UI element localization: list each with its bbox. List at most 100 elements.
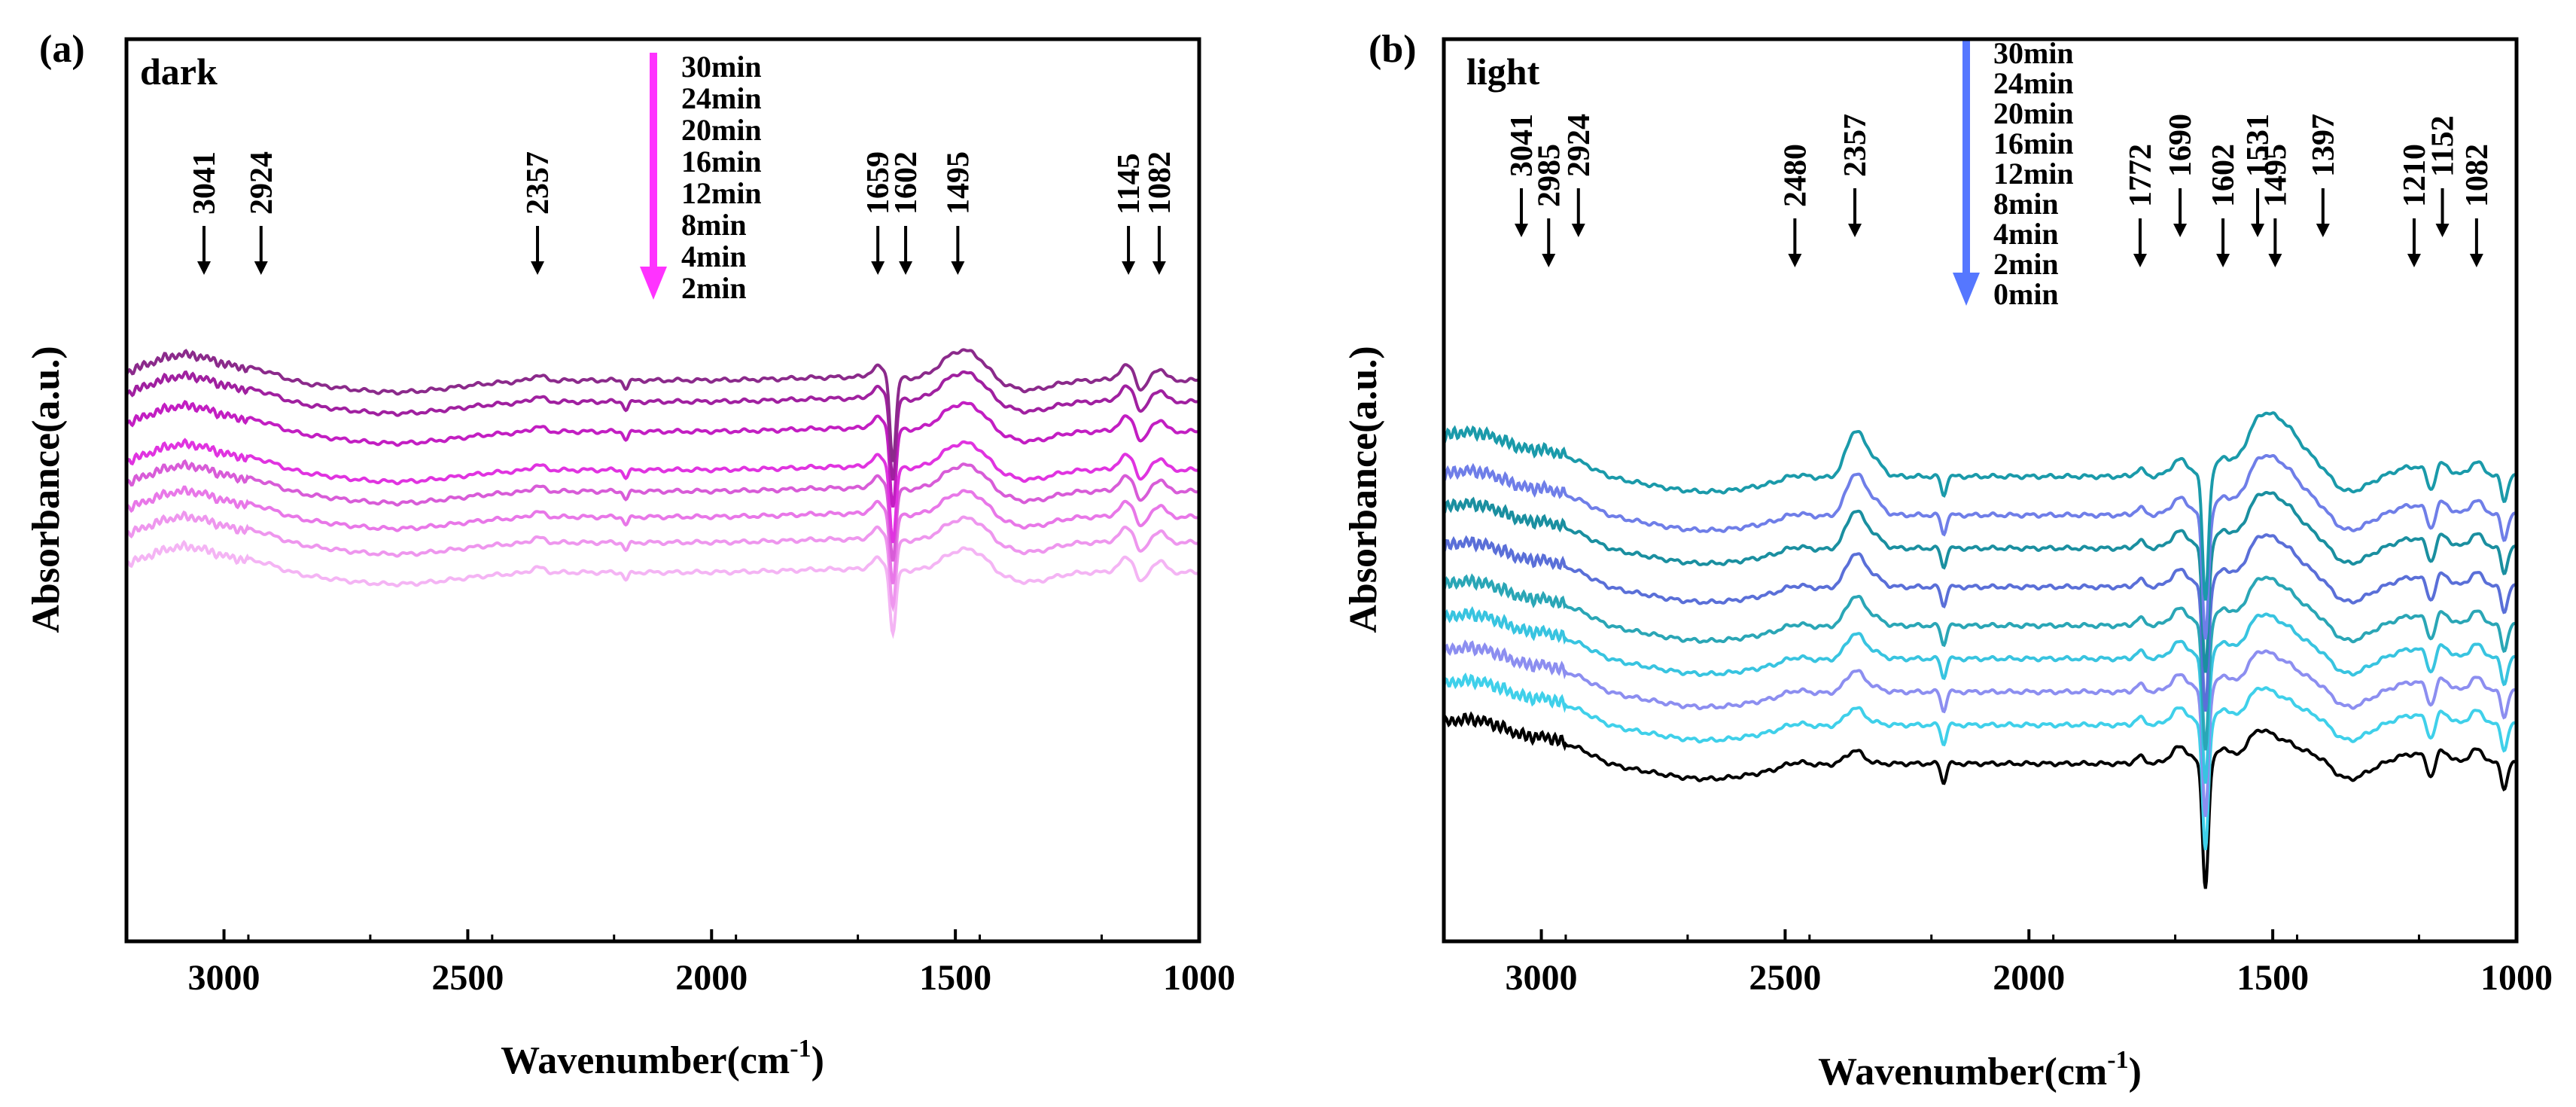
legend-item-4min: 4min <box>681 239 747 273</box>
panel-b-x-axis-title: Wavenumber(cm-1) <box>1818 1046 2142 1093</box>
panel-b-legend: 30min24min20min16min12min8min4min2min0mi… <box>1953 36 2074 311</box>
spectrum-2min <box>126 539 1199 639</box>
x-tick-label-3000: 3000 <box>1506 958 1578 998</box>
legend-item-20min: 20min <box>1993 96 2074 130</box>
legend-item-20min: 20min <box>681 113 762 147</box>
panel-a-label: (a) <box>39 28 85 71</box>
legend-item-30min: 30min <box>681 50 762 84</box>
x-tick-label-1000: 1000 <box>2480 958 2553 998</box>
peak-label-1210: 1210 <box>2398 144 2432 207</box>
panel-b-plot-frame <box>1442 37 2519 944</box>
x-tick-label-2500: 2500 <box>431 958 504 998</box>
spectrum-12min <box>126 459 1199 562</box>
peak-label-1495: 1495 <box>2258 144 2293 207</box>
legend-item-0min: 0min <box>1993 277 2059 311</box>
peak-arrow-head-1602 <box>2216 254 2230 267</box>
peak-label-2985: 2985 <box>1532 144 1567 207</box>
panel-b-xlabel-sup: -1 <box>2107 1046 2128 1074</box>
spectrum-16min <box>1444 533 2517 712</box>
legend-item-16min: 16min <box>1993 127 2074 160</box>
spectrum-2min <box>1444 672 2517 851</box>
spectrum-4min <box>1444 639 2517 817</box>
peak-label-1082: 1082 <box>2460 144 2495 207</box>
spectrum-24min <box>126 370 1199 481</box>
legend-arrow-head <box>1953 273 1980 306</box>
peak-label-2480: 2480 <box>1778 144 1813 207</box>
peak-label-1772: 1772 <box>2124 144 2158 207</box>
legend-item-4min: 4min <box>1993 217 2059 251</box>
x-tick-label-2000: 2000 <box>1993 958 2065 998</box>
peak-arrow-head-3041 <box>196 261 211 275</box>
peak-label-2357: 2357 <box>521 151 556 215</box>
peak-label-2357: 2357 <box>1838 114 1873 177</box>
legend-item-8min: 8min <box>1993 187 2059 221</box>
peak-arrow-head-2357 <box>531 261 545 275</box>
peak-arrow-head-1082 <box>1152 261 1166 275</box>
spectrum-8min <box>126 485 1199 584</box>
legend-item-12min: 12min <box>1993 157 2074 191</box>
x-tick-label-1000: 1000 <box>1163 958 1235 998</box>
peak-label-1145: 1145 <box>1112 153 1146 215</box>
panel-b-series <box>1444 411 2517 889</box>
peak-label-1602: 1602 <box>2206 144 2241 207</box>
spectrum-12min <box>1444 573 2517 751</box>
spectrum-24min <box>1444 453 2517 640</box>
x-tick-label-1500: 1500 <box>2236 958 2309 998</box>
spectrum-0min <box>1444 711 2517 889</box>
panel-b-x-axis: 3000 2500 2000 1500 1000 <box>1442 929 2553 998</box>
panel-a-xlabel-main: Wavenumber(cm <box>501 1039 790 1082</box>
peak-label-1602: 1602 <box>889 151 924 215</box>
peak-arrow-head-1495 <box>951 261 965 275</box>
peak-arrow-head-1152 <box>2435 224 2450 237</box>
peak-label-1152: 1152 <box>2426 115 2461 177</box>
legend-arrow-head <box>640 267 667 300</box>
legend-item-2min: 2min <box>1993 247 2059 281</box>
peak-arrow-head-1772 <box>2133 254 2147 267</box>
panel-b-xlabel-close: ) <box>2129 1051 2142 1093</box>
peak-arrow-head-1145 <box>1122 261 1136 275</box>
peak-arrow-head-1397 <box>2316 224 2330 237</box>
legend-item-12min: 12min <box>681 176 762 210</box>
spectrum-16min <box>126 438 1199 544</box>
peak-label-1531: 1531 <box>2241 114 2276 177</box>
legend-item-2min: 2min <box>681 271 747 305</box>
peak-arrow-head-1082 <box>2469 254 2483 267</box>
legend-item-30min: 30min <box>1993 36 2074 70</box>
peak-arrow-head-1690 <box>2173 224 2188 237</box>
peak-label-2924: 2924 <box>1562 114 1597 177</box>
peak-label-1659: 1659 <box>861 151 896 215</box>
peak-arrow-head-1602 <box>899 261 913 275</box>
spectrum-30min <box>126 348 1199 462</box>
peak-arrow-head-2480 <box>1788 254 1802 267</box>
peak-label-1082: 1082 <box>1143 151 1177 215</box>
peak-label-2924: 2924 <box>245 151 279 215</box>
panel-a-xlabel-close: ) <box>811 1039 824 1082</box>
peak-arrow-head-3041 <box>1514 224 1528 237</box>
spectrum-8min <box>1444 605 2517 784</box>
peak-arrow-head-2985 <box>1542 254 1556 267</box>
spectrum-20min <box>126 399 1199 508</box>
spectrum-20min <box>1444 491 2517 673</box>
peak-label-3041: 3041 <box>1505 114 1539 177</box>
spectrum-4min <box>126 510 1199 613</box>
peak-label-1690: 1690 <box>2163 114 2198 177</box>
x-tick-label-3000: 3000 <box>188 958 260 998</box>
legend-item-24min: 24min <box>1993 66 2074 100</box>
panel-a-x-axis: 3000 2500 2000 1500 1000 <box>125 929 1235 998</box>
panel-b-label: (b) <box>1369 28 1417 71</box>
legend-item-8min: 8min <box>681 208 747 242</box>
panel-a-plot-frame <box>124 37 1201 944</box>
peak-label-1397: 1397 <box>2307 114 2341 177</box>
panel-a-y-axis-title: Absorbance(a.u.) <box>25 346 68 633</box>
spectrum-30min <box>1444 411 2517 601</box>
peak-arrow-head-2357 <box>1848 224 1862 237</box>
peak-label-3041: 3041 <box>187 151 222 215</box>
x-tick-label-1500: 1500 <box>919 958 991 998</box>
panel-b-condition: light <box>1466 50 1540 93</box>
panel-b-y-axis-title: Absorbance(a.u.) <box>1342 346 1385 633</box>
